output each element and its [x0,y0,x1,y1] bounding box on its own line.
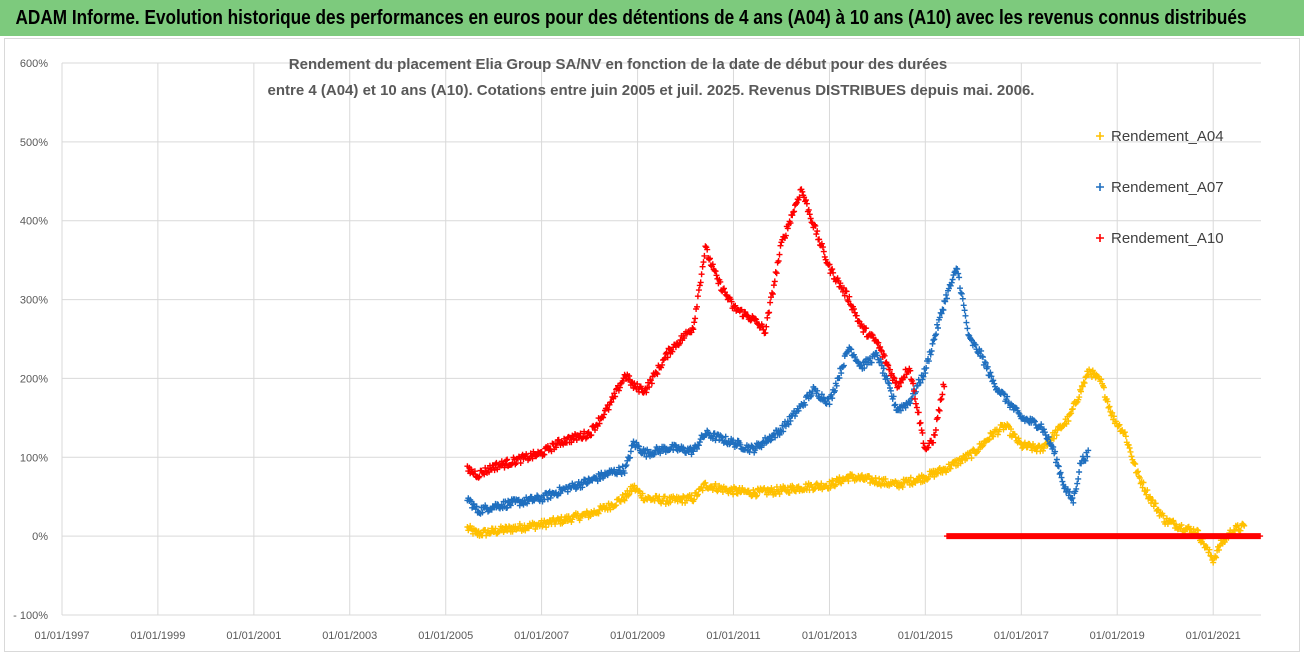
y-axis-labels: - 100% 0% 100% 200% 300% 400% 500% 600% [13,58,48,622]
chart-plot: - 100% 0% 100% 200% 300% 400% 500% 600% 01/01/1… [13,56,1264,642]
y-tick-label: 300% [20,295,48,307]
y-tick-label: 200% [20,373,48,385]
series-markers [944,533,1264,540]
y-tick-label: 0% [32,531,48,543]
x-tick-label: 01/01/2001 [226,630,281,642]
scatter-points [464,186,1264,566]
horizontal-gridlines [62,62,1261,616]
series-markers [464,186,948,481]
chart-title-line2: entre 4 (A04) et 10 ans (A10). Cotations… [268,82,1035,99]
x-tick-label: 01/01/2011 [706,630,760,642]
x-tick-label: 01/01/2009 [610,630,665,642]
y-tick-label: - 100% [13,610,48,622]
x-axis-labels: 01/01/1997 01/01/1999 01/01/2001 01/01/2003… [34,630,1240,642]
chart-frame: - 100% 0% 100% 200% 300% 400% 500% 600% 01/01/1… [4,38,1300,652]
x-tick-label: 01/01/2015 [898,630,953,642]
x-tick-label: 01/01/2017 [994,630,1049,642]
y-tick-label: 100% [20,452,48,464]
vertical-gridlines [61,63,1214,615]
x-tick-label: 01/01/1999 [130,630,185,642]
x-tick-label: 01/01/2019 [1090,630,1145,642]
x-tick-label: 01/01/2005 [418,630,473,642]
y-tick-label: 400% [20,216,48,228]
x-tick-label: 01/01/2021 [1186,630,1241,642]
series-rendement-a04 [464,366,1248,566]
x-tick-label: 01/01/2013 [802,630,857,642]
y-tick-label: 500% [20,137,48,149]
legend-marker [1096,234,1104,242]
legend-marker [1096,132,1104,140]
chart-title-line1: Rendement du placement Elia Group SA/NV … [289,56,947,73]
report-header: ADAM Informe. Evolution historique des p… [0,0,1304,36]
x-tick-label: 01/01/1997 [34,630,89,642]
x-tick-label: 01/01/2007 [514,630,569,642]
x-tick-label: 01/01/2003 [322,630,377,642]
legend-label: Rendement_A04 [1111,128,1224,145]
series-rendement-a10 [464,186,948,481]
series-rendement-a07 [464,265,1092,517]
legend-marker [1096,183,1104,191]
y-tick-label: 600% [20,58,48,70]
chart-legend: Rendement_A04 Rendement_A07 Rendement_A10 [1096,128,1224,247]
series-rendement-a10-0- [944,533,1264,540]
legend-label: Rendement_A07 [1111,179,1224,196]
legend-label: Rendement_A10 [1111,230,1224,247]
series-markers [464,366,1248,566]
report-title: ADAM Informe. Evolution historique des p… [15,7,1247,29]
series-markers [464,265,1092,517]
